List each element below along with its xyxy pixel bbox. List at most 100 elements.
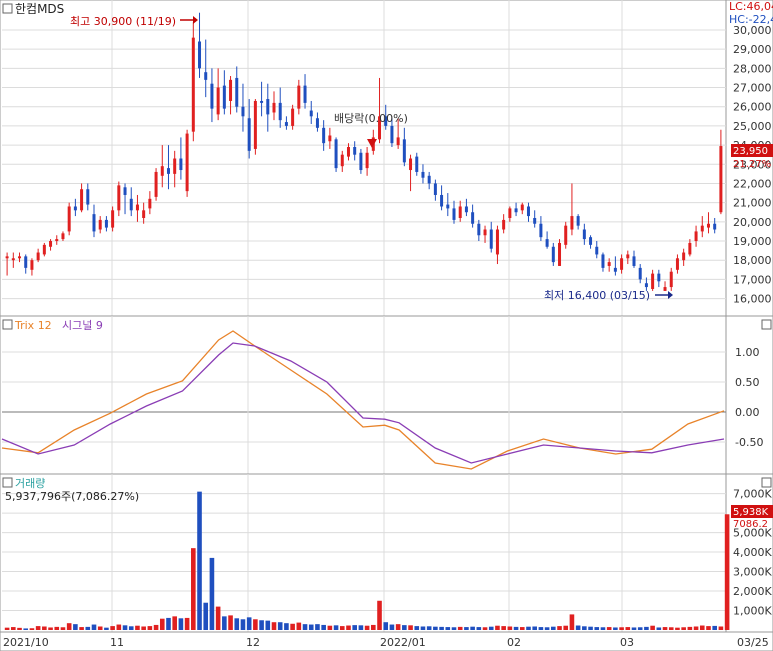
price-tick-label: 16,000 bbox=[733, 293, 772, 306]
volume-bar bbox=[240, 619, 246, 630]
volume-bar bbox=[377, 600, 382, 630]
candle bbox=[123, 183, 127, 215]
candle bbox=[117, 181, 121, 217]
volume-bar bbox=[29, 628, 35, 630]
candle bbox=[340, 150, 344, 172]
volume-bar bbox=[147, 626, 153, 630]
volume-bar bbox=[79, 627, 84, 630]
candle bbox=[390, 118, 394, 148]
stock-title: 한컴MDS bbox=[15, 2, 64, 16]
candle bbox=[601, 252, 605, 272]
volume-bar bbox=[681, 627, 686, 630]
candle bbox=[582, 223, 586, 245]
trix-panel: -0.50 0.00 0.50 1.00 Trix 12 시그널 9 bbox=[0, 315, 773, 475]
candle bbox=[613, 256, 617, 276]
panel-close-icon[interactable] bbox=[761, 319, 772, 330]
panel-close-icon[interactable] bbox=[761, 477, 772, 488]
volume-bar bbox=[339, 626, 345, 630]
volume-bar bbox=[495, 625, 500, 630]
volume-bar bbox=[203, 602, 209, 630]
price-axis: 16,000 17,000 18,000 19,000 20,000 21,000 22,0… bbox=[733, 24, 772, 306]
volume-bar bbox=[166, 617, 171, 630]
volume-bar bbox=[253, 619, 258, 630]
volume-bar bbox=[97, 626, 103, 630]
volume-bar bbox=[178, 618, 184, 630]
candle bbox=[328, 127, 332, 149]
high-arrow-icon bbox=[180, 16, 198, 24]
lc-value: LC:46,04 bbox=[729, 0, 773, 13]
volume-bar bbox=[563, 625, 569, 630]
price-tick-label: 18,000 bbox=[733, 254, 772, 267]
price-tick-label: 20,000 bbox=[733, 216, 772, 229]
candle bbox=[309, 100, 313, 124]
candle bbox=[539, 216, 543, 242]
candle bbox=[216, 68, 220, 121]
candle bbox=[706, 212, 710, 234]
volume-bar bbox=[308, 624, 314, 630]
volume-bar bbox=[135, 625, 140, 630]
volume-info: 5,937,796주(7,086.27%) bbox=[5, 490, 139, 503]
price-tick-label: 27,000 bbox=[733, 82, 772, 95]
change-pct-label: 21.27% bbox=[733, 159, 771, 170]
candle bbox=[291, 104, 295, 130]
trix-axis: -0.50 0.00 0.50 1.00 bbox=[735, 346, 763, 449]
volume-bar bbox=[302, 624, 308, 630]
high-annotation: 최고 30,900 (11/19) bbox=[70, 15, 176, 28]
price-tick-label: 23,000 bbox=[733, 158, 772, 171]
x-tick-label: 11 bbox=[110, 636, 124, 649]
candle bbox=[421, 164, 425, 184]
price-tick-label: 29,000 bbox=[733, 43, 772, 56]
volume-bar bbox=[526, 626, 531, 630]
trix-tick-label: -0.50 bbox=[735, 436, 763, 449]
price-tick-label: 28,000 bbox=[733, 62, 772, 75]
volume-bar bbox=[625, 627, 631, 630]
candle bbox=[607, 258, 611, 272]
panel-collapse-icon[interactable] bbox=[2, 477, 13, 488]
volume-bar bbox=[91, 624, 97, 630]
volume-bar bbox=[141, 626, 146, 630]
volume-bar bbox=[457, 626, 463, 630]
volume-bar bbox=[128, 626, 134, 630]
candle bbox=[663, 281, 667, 291]
candle bbox=[520, 202, 524, 215]
candle bbox=[675, 254, 679, 274]
volume-bar bbox=[476, 627, 482, 630]
candle bbox=[688, 239, 692, 257]
volume-bar bbox=[110, 626, 115, 630]
candle bbox=[396, 118, 400, 149]
candle bbox=[303, 74, 307, 109]
volume-bar bbox=[613, 627, 618, 630]
volume-bar bbox=[277, 622, 283, 630]
candle bbox=[272, 91, 276, 121]
volume-bar bbox=[352, 625, 357, 630]
volume-bar bbox=[259, 620, 264, 630]
candle bbox=[433, 179, 437, 201]
panel-collapse-icon[interactable] bbox=[2, 319, 13, 330]
panel-collapse-icon[interactable] bbox=[2, 3, 13, 14]
volume-bar bbox=[284, 623, 289, 630]
volume-bar bbox=[724, 514, 730, 630]
volume-bar bbox=[513, 626, 519, 630]
candle bbox=[570, 183, 574, 236]
volume-bar bbox=[637, 627, 643, 630]
volume-bar bbox=[48, 627, 53, 630]
signal-label: 시그널 9 bbox=[62, 319, 103, 332]
candle bbox=[595, 241, 599, 259]
volume-bar bbox=[104, 627, 109, 630]
candle bbox=[260, 81, 264, 117]
volume-bar bbox=[718, 626, 724, 630]
candle bbox=[92, 204, 96, 238]
trix-line bbox=[1, 330, 725, 470]
candle bbox=[11, 252, 15, 268]
candle bbox=[55, 235, 59, 245]
volume-bar bbox=[575, 625, 581, 630]
candle bbox=[235, 66, 239, 113]
volume-tick-label: 1,000K bbox=[733, 605, 772, 618]
low-arrow-icon bbox=[655, 291, 673, 299]
volume-grid bbox=[2, 474, 726, 632]
candle bbox=[359, 148, 363, 174]
volume-bar bbox=[191, 548, 196, 630]
candle bbox=[24, 254, 28, 274]
volume-bar bbox=[650, 625, 655, 630]
